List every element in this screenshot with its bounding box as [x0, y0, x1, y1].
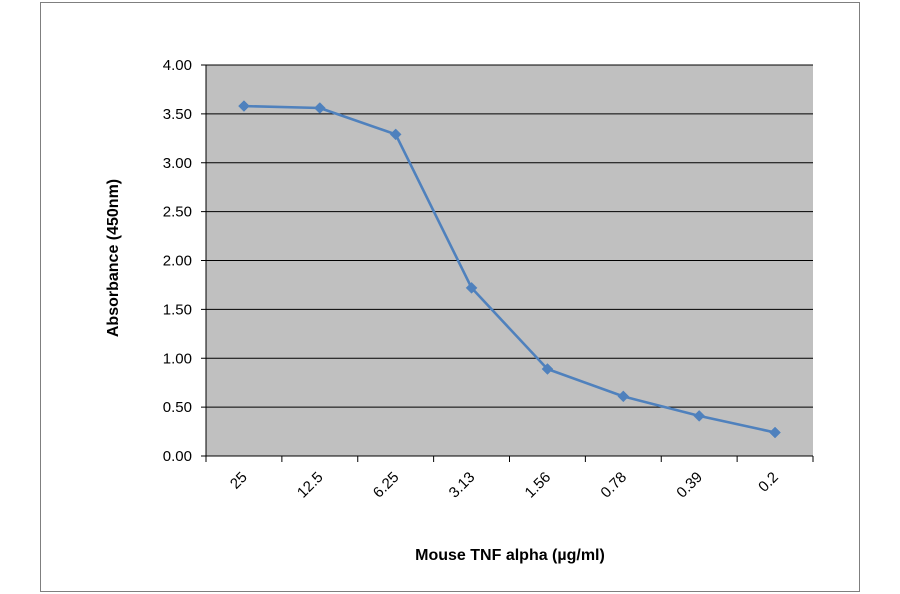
x-tick-label: 0.2: [755, 469, 782, 496]
y-axis-title: Absorbance (450nm): [105, 179, 122, 337]
x-tick-label: 0.78: [597, 469, 630, 502]
data-point-marker: [769, 426, 781, 439]
x-tick-label: 1.56: [522, 469, 555, 502]
x-axis-title: Mouse TNF alpha (µg/ml): [415, 547, 605, 564]
x-tick-label: 12.5: [294, 469, 327, 502]
data-point-marker: [617, 390, 630, 403]
y-tick-labels: 0.00 0.50 1.00 1.50 2.00 2.50 3.00 3.50 4.00: [163, 57, 192, 465]
series-group: [238, 100, 781, 439]
x-tick-label: 0.39: [673, 469, 706, 502]
y-tick-label: 2.00: [163, 253, 192, 270]
y-tick-label: 0.50: [163, 399, 192, 416]
x-tick-label: 25: [227, 469, 251, 493]
x-tick-label: 3.13: [446, 469, 479, 502]
y-tick-label: 2.50: [163, 204, 192, 221]
data-point-marker: [238, 100, 250, 112]
y-tick-label: 1.00: [163, 350, 192, 367]
gridlines: [206, 64, 813, 408]
data-point-marker: [465, 282, 478, 294]
x-tick-label: 6.25: [370, 469, 403, 502]
y-tick-label: 3.00: [163, 155, 192, 172]
data-point-marker: [389, 128, 402, 141]
data-point-marker: [313, 102, 326, 114]
y-tick-label: 1.50: [163, 301, 192, 318]
x-tick-labels: 25 12.5 6.25 3.13 1.56 0.78 0.39 0.2: [227, 469, 782, 502]
data-point-marker: [693, 410, 706, 422]
y-tick-label: 0.00: [163, 448, 192, 465]
series-line: [243, 104, 776, 434]
data-point-marker: [541, 363, 554, 375]
y-tick-label: 4.00: [163, 57, 192, 74]
y-tick-label: 3.50: [163, 106, 192, 123]
axes: [201, 64, 814, 462]
